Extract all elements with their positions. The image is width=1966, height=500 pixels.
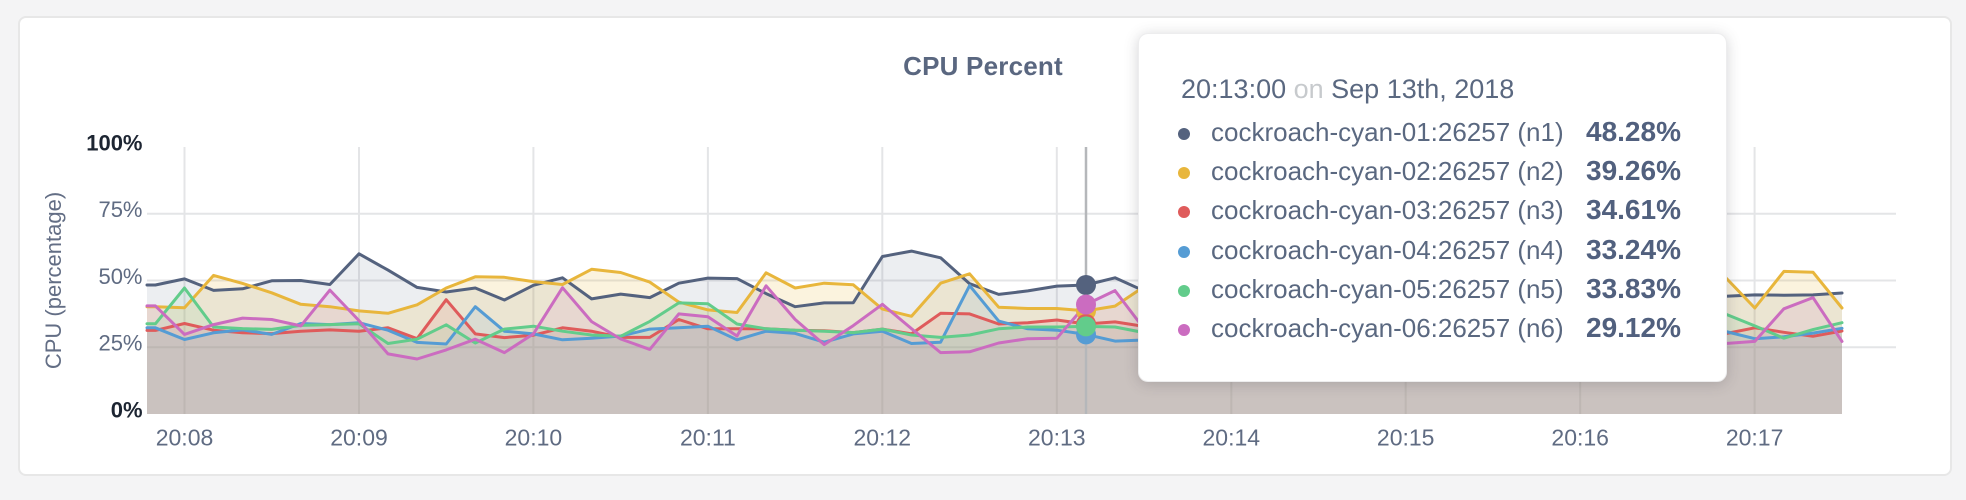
svg-text:20:15: 20:15 [1377,425,1435,451]
svg-text:50%: 50% [98,264,142,289]
svg-text:25%: 25% [98,331,142,356]
svg-text:20:12: 20:12 [854,425,912,451]
svg-text:100%: 100% [86,130,142,155]
svg-text:20:14: 20:14 [1203,425,1261,451]
svg-text:75%: 75% [98,197,142,222]
svg-text:20:10: 20:10 [505,425,563,451]
svg-text:20:09: 20:09 [330,425,388,451]
svg-text:20:17: 20:17 [1726,425,1784,451]
svg-text:0%: 0% [111,397,143,422]
svg-text:20:08: 20:08 [156,425,214,451]
svg-text:20:13: 20:13 [1028,425,1086,451]
svg-text:20:16: 20:16 [1551,425,1609,451]
svg-text:20:11: 20:11 [680,425,736,451]
svg-text:CPU (percentage): CPU (percentage) [41,192,66,369]
